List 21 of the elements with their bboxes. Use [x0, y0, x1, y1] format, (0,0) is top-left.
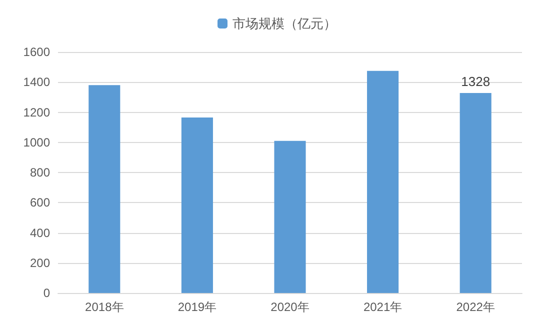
bar	[88, 85, 120, 293]
x-tick-label: 2020年	[270, 300, 310, 314]
y-tick-label: 1400	[23, 75, 50, 90]
legend-label: 市场规模（亿元）	[232, 16, 336, 31]
y-tick-label: 1600	[23, 45, 50, 59]
bar	[460, 92, 492, 293]
bar	[367, 70, 399, 293]
x-tick-label: 2021年	[363, 300, 402, 314]
y-tick-label: 800	[30, 166, 50, 180]
y-tick-label: 600	[30, 196, 50, 210]
y-tick-label: 1200	[23, 105, 50, 120]
y-tick-label: 400	[30, 226, 50, 240]
y-tick-label: 1000	[23, 135, 50, 150]
y-tick-label: 200	[30, 256, 50, 270]
x-tick-label: 2018年	[85, 300, 124, 314]
x-tick-label: 2022年	[456, 300, 495, 314]
bar	[274, 140, 306, 293]
data-label: 1328	[461, 74, 490, 89]
x-tick-label: 2019年	[178, 300, 217, 314]
y-tick-label: 0	[43, 286, 50, 300]
bar	[181, 118, 213, 293]
